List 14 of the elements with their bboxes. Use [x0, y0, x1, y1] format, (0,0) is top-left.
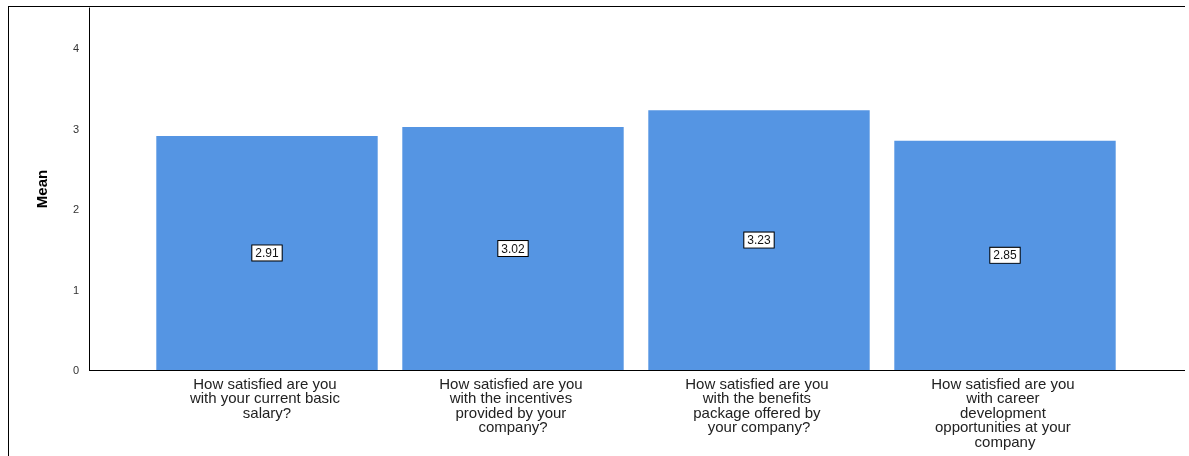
y-tick-label: 0 [72, 364, 79, 376]
x-tick-label: How satisfied are you with career development opportunities at your company [931, 374, 1079, 450]
data-label: 2.85 [993, 248, 1017, 263]
y-tick-label: 1 [72, 283, 79, 296]
x-tick-label: How satisfied are you with the incentives provided by your company? [439, 374, 587, 436]
y-tick-label: 2 [72, 203, 79, 216]
y-tick-label: 3 [72, 122, 79, 135]
y-tick-label: 4 [72, 42, 79, 55]
x-tick-label: How satisfied are you with the benefits package offered by your company? [685, 374, 833, 436]
data-label: 2.91 [255, 245, 279, 260]
x-tick-label: How satisfied are you with your current basic salary? [188, 374, 345, 421]
data-label: 3.02 [501, 241, 525, 256]
y-axis-title: Mean [33, 169, 50, 209]
data-label: 3.23 [747, 233, 771, 248]
